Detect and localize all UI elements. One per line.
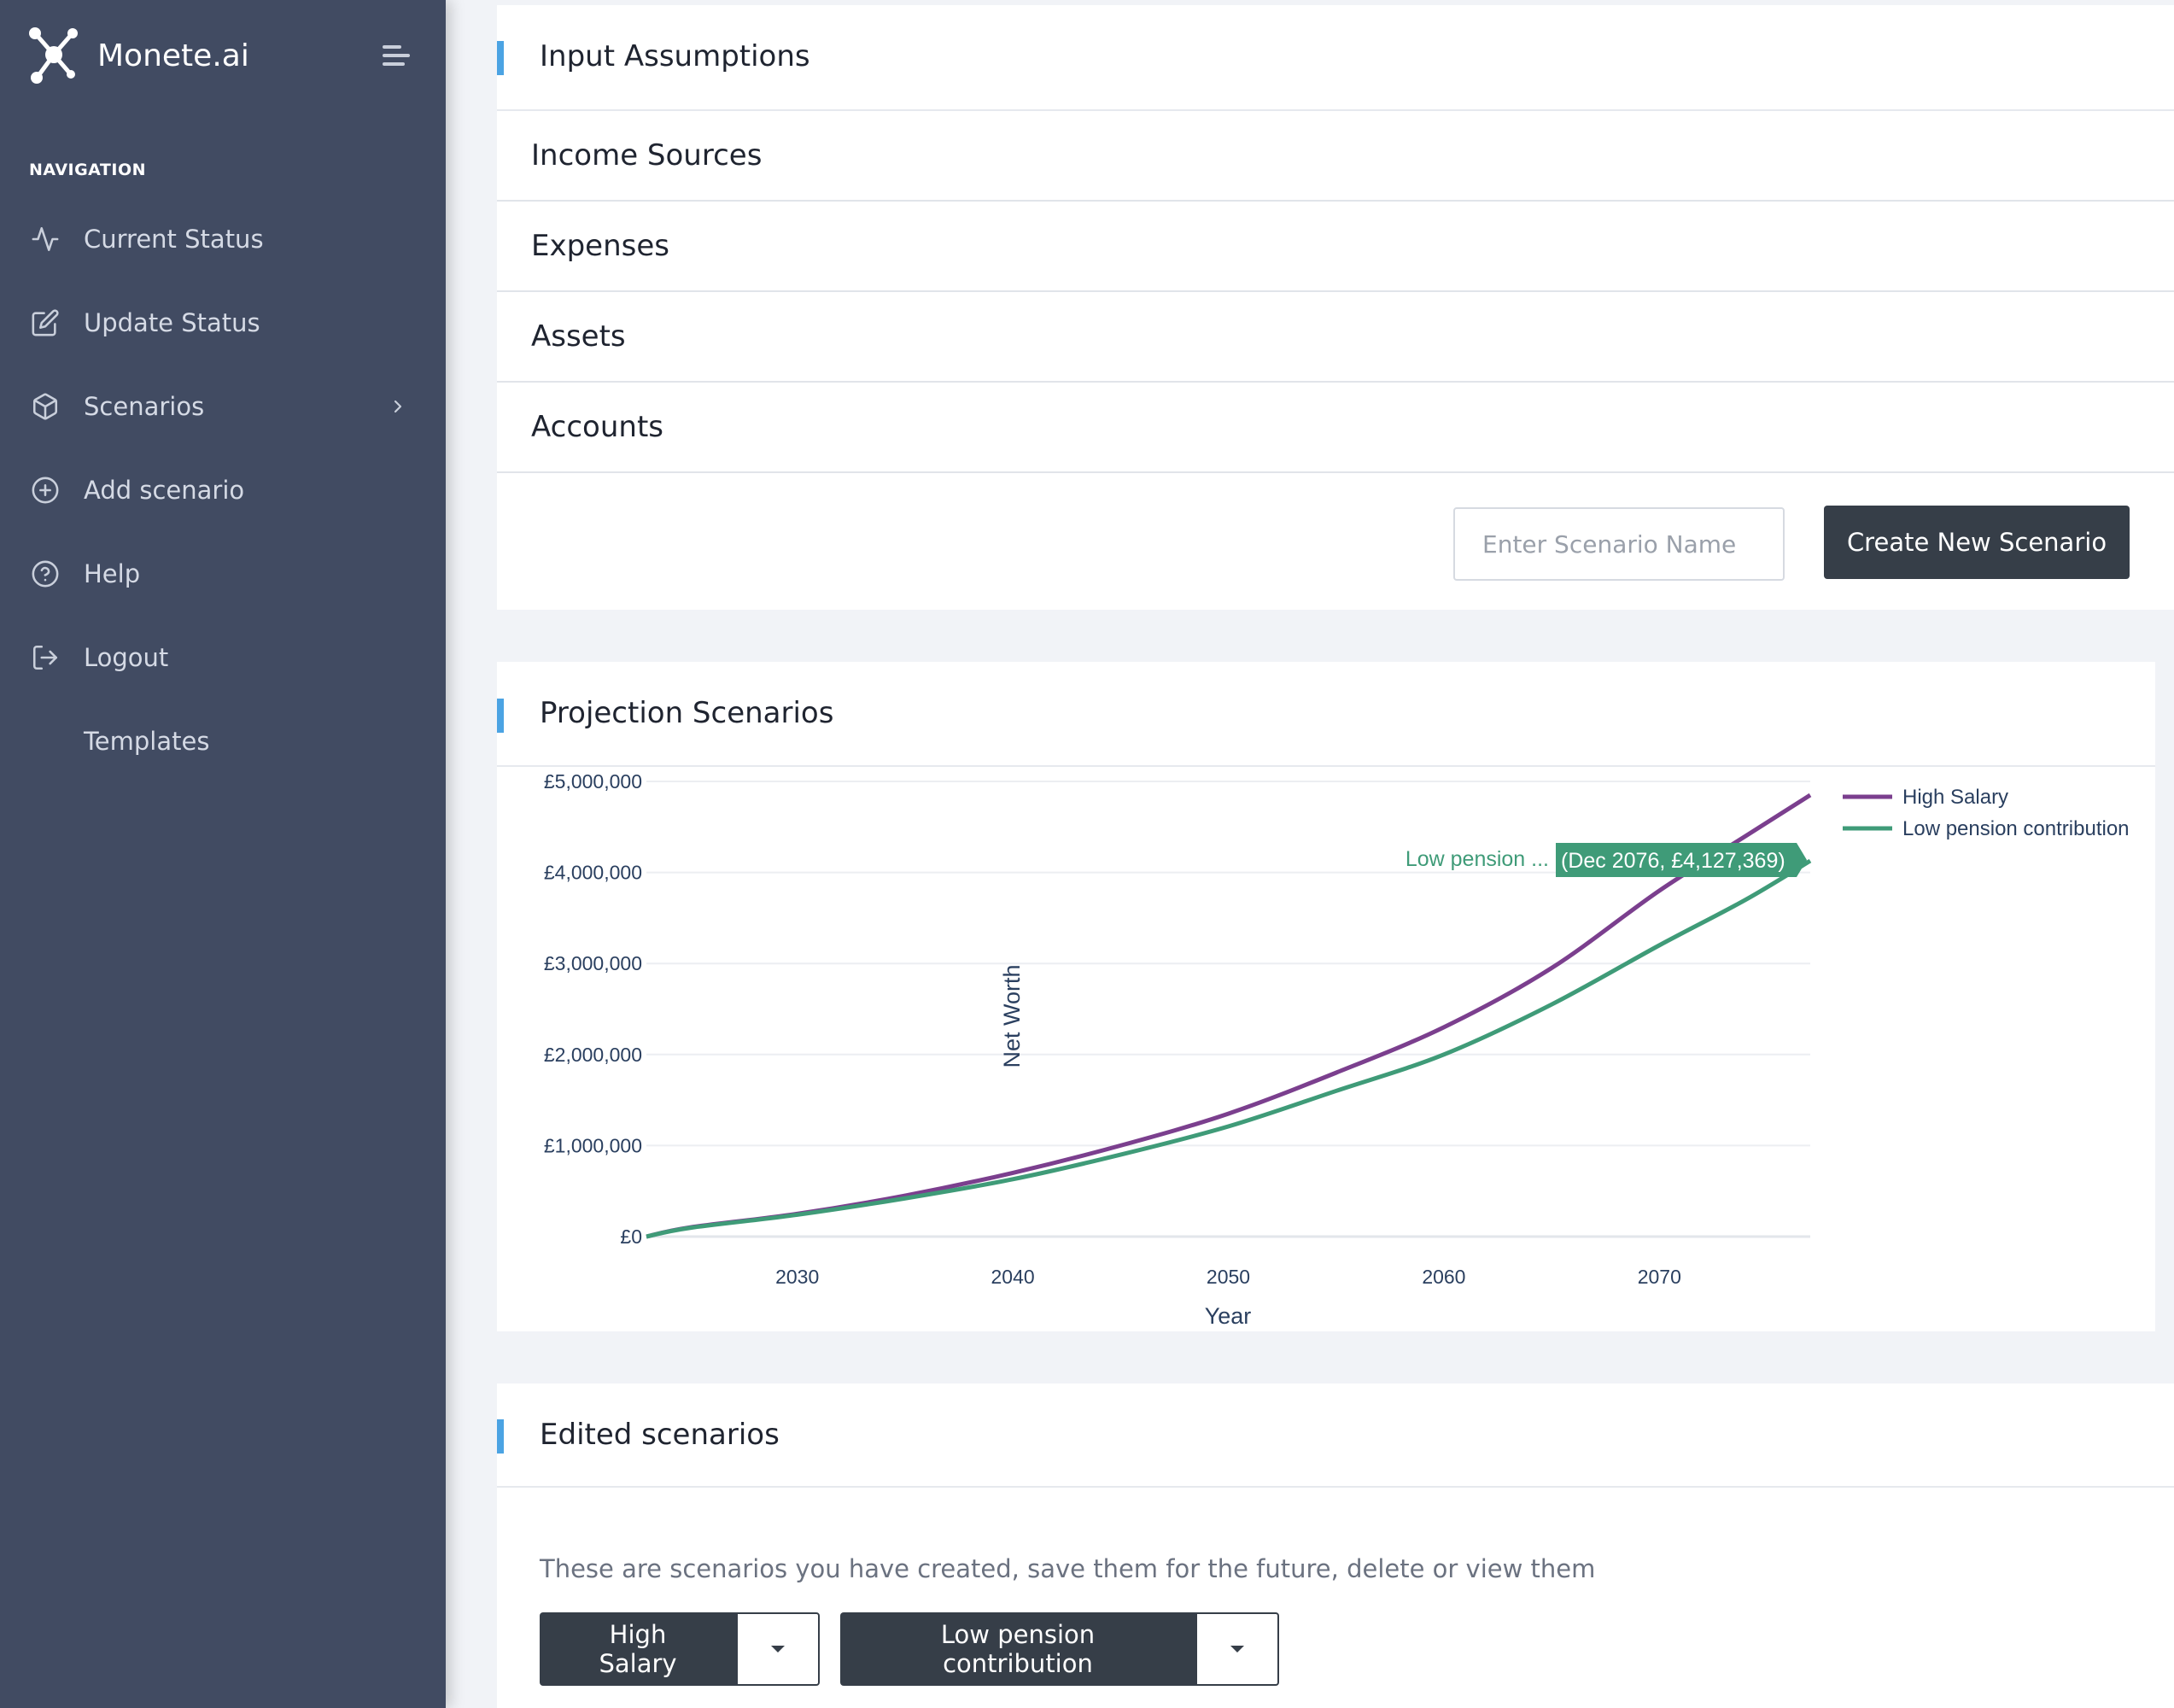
y-axis-ticks: £0 £1,000,000 £2,000,000 £3,000,000 £4,000,0… bbox=[544, 770, 642, 1248]
sidebar-item-label: Update Status bbox=[84, 308, 260, 337]
hover-value-box bbox=[1556, 843, 1797, 877]
chart-legend[interactable]: High Salary Low pension contribution bbox=[1843, 786, 2130, 840]
chart-grid bbox=[646, 781, 1810, 1238]
card-accent bbox=[497, 699, 504, 733]
hover-pointer bbox=[1797, 843, 1807, 877]
sidebar-item-logout[interactable]: Logout bbox=[0, 616, 446, 699]
x-tick-label: 2070 bbox=[1638, 1266, 1681, 1288]
sidebar: Monete.ai NAVIGATION Current Status Upda… bbox=[0, 0, 446, 1708]
chevron-right-icon bbox=[394, 400, 402, 413]
hover-series-label: Low pension ... bbox=[1406, 847, 1549, 871]
sidebar-item-label: Scenarios bbox=[84, 392, 205, 421]
y-tick-label: £2,000,000 bbox=[544, 1044, 642, 1066]
x-axis-ticks: 2030 2040 2050 2060 2070 bbox=[775, 1266, 1681, 1288]
menu-toggle-icon[interactable] bbox=[381, 43, 412, 68]
edit-icon bbox=[32, 309, 59, 336]
accordion-income-sources[interactable]: Income Sources bbox=[497, 111, 2174, 202]
network-logo-icon bbox=[29, 27, 78, 84]
y-tick-label: £1,000,000 bbox=[544, 1134, 642, 1156]
sidebar-item-add-scenario[interactable]: Add scenario bbox=[0, 448, 446, 532]
scenario-split-button[interactable]: Low pension contribution bbox=[840, 1612, 1279, 1686]
accordion-expenses[interactable]: Expenses bbox=[497, 202, 2174, 292]
legend-label: High Salary bbox=[1902, 786, 2008, 809]
scenario-view-button[interactable]: High Salary bbox=[540, 1612, 736, 1686]
scenario-dropdown-toggle[interactable] bbox=[736, 1612, 820, 1686]
projection-chart[interactable]: £0 £1,000,000 £2,000,000 £3,000,000 £4,000,0… bbox=[497, 662, 2155, 1331]
series-line bbox=[646, 858, 1812, 1239]
input-assumptions-card: Input Assumptions Income Sources Expense… bbox=[497, 5, 2174, 610]
activity-icon bbox=[32, 226, 59, 252]
box-icon bbox=[32, 393, 58, 420]
sidebar-item-help[interactable]: Help bbox=[0, 532, 446, 616]
x-axis-label: Year bbox=[1205, 1303, 1252, 1329]
divider bbox=[497, 1486, 2174, 1488]
create-new-scenario-button[interactable]: Create New Scenario bbox=[1824, 506, 2130, 579]
accordion-label[interactable]: Accounts bbox=[531, 410, 663, 444]
sidebar-item-label: Add scenario bbox=[84, 476, 245, 505]
edited-scenarios-card: Edited scenarios These are scenarios you… bbox=[497, 1383, 2174, 1708]
card-title: Edited scenarios bbox=[540, 1418, 780, 1452]
legend-label: Low pension contribution bbox=[1902, 817, 2130, 840]
card-title: Input Assumptions bbox=[540, 39, 810, 73]
scenario-split-button[interactable]: High Salary bbox=[540, 1612, 820, 1686]
caret-down-icon bbox=[1230, 1646, 1244, 1652]
plus-circle-icon bbox=[32, 477, 59, 504]
x-tick-label: 2060 bbox=[1422, 1266, 1465, 1288]
sidebar-item-label: Current Status bbox=[84, 225, 264, 254]
caret-down-icon bbox=[771, 1646, 785, 1652]
x-tick-label: 2030 bbox=[775, 1266, 819, 1288]
sidebar-item-label: Logout bbox=[84, 643, 169, 672]
brand-name: Monete.ai bbox=[97, 38, 249, 73]
edited-scenarios-description: These are scenarios you have created, sa… bbox=[540, 1554, 1596, 1583]
chart-lines bbox=[646, 793, 1812, 1239]
y-tick-label: £3,000,000 bbox=[544, 952, 642, 974]
help-circle-icon bbox=[32, 560, 59, 588]
hover-value-label: (Dec 2076, £4,127,369) bbox=[1561, 849, 1785, 873]
card-accent bbox=[497, 41, 504, 75]
sidebar-item-label: Help bbox=[84, 559, 141, 588]
x-tick-label: 2040 bbox=[991, 1266, 1035, 1288]
scenario-name-input[interactable] bbox=[1453, 507, 1785, 581]
y-tick-label: £5,000,000 bbox=[544, 770, 642, 793]
sidebar-item-update-status[interactable]: Update Status bbox=[0, 281, 446, 365]
scenario-dropdown-toggle[interactable] bbox=[1195, 1612, 1279, 1686]
projection-card: Projection Scenarios £0 £1,000,000 £2,000,… bbox=[497, 662, 2155, 1331]
accordion-label[interactable]: Income Sources bbox=[531, 138, 763, 173]
logout-icon bbox=[32, 645, 58, 670]
card-accent bbox=[497, 1419, 504, 1454]
x-tick-label: 2050 bbox=[1207, 1266, 1250, 1288]
divider bbox=[497, 109, 2174, 111]
hover-tooltip: Low pension ... (Dec 2076, £4,127,369) bbox=[1406, 843, 1807, 877]
scenario-view-button[interactable]: Low pension contribution bbox=[840, 1612, 1195, 1686]
brand[interactable]: Monete.ai bbox=[27, 26, 249, 85]
nav-heading: NAVIGATION bbox=[29, 161, 146, 179]
y-tick-label: £0 bbox=[620, 1225, 642, 1248]
y-axis-label: Net Worth bbox=[999, 964, 1025, 1068]
sidebar-item-scenarios[interactable]: Scenarios bbox=[0, 365, 446, 448]
divider bbox=[497, 765, 2155, 767]
accordion-assets[interactable]: Assets bbox=[497, 292, 2174, 383]
accordion-label[interactable]: Expenses bbox=[531, 229, 669, 263]
sidebar-item-label: Templates bbox=[84, 727, 210, 756]
sidebar-item-templates[interactable]: Templates bbox=[0, 699, 446, 783]
accordion-accounts[interactable]: Accounts bbox=[497, 383, 2174, 473]
sidebar-item-current-status[interactable]: Current Status bbox=[0, 197, 446, 281]
accordion-label[interactable]: Assets bbox=[531, 319, 626, 354]
card-title: Projection Scenarios bbox=[540, 696, 834, 730]
y-tick-label: £4,000,000 bbox=[544, 862, 642, 884]
